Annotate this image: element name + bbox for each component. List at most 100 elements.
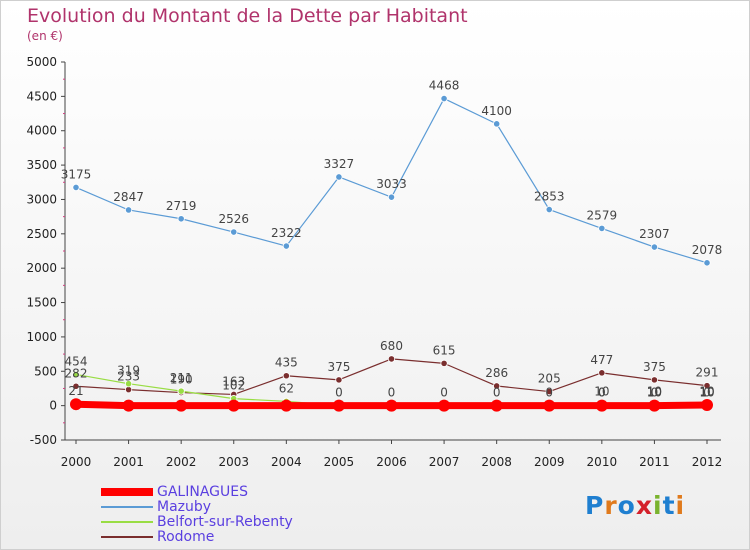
x-tick-label: 2007 <box>429 455 460 469</box>
data-label: 4100 <box>481 104 512 118</box>
data-label: 0 <box>545 386 553 400</box>
data-point <box>598 224 606 232</box>
data-point <box>545 205 553 214</box>
logo-letter: x <box>635 491 653 520</box>
logo-letter: i <box>675 491 686 520</box>
logo-letter: P <box>585 491 605 520</box>
logo-letter: r <box>604 491 618 520</box>
data-label: 375 <box>643 360 666 374</box>
data-label: 233 <box>117 370 140 384</box>
x-tick-label: 2003 <box>218 455 249 469</box>
logo-letter: t <box>662 491 676 520</box>
data-label: 10 <box>647 386 662 400</box>
data-point <box>440 359 448 367</box>
y-tick-label: 4500 <box>26 89 57 103</box>
data-label: 0 <box>440 386 448 400</box>
data-point <box>177 387 185 395</box>
legend-item: GALINAGUES <box>101 483 293 500</box>
data-point <box>124 206 133 214</box>
legend-swatch <box>101 487 153 496</box>
y-tick-label: -500 <box>30 433 57 447</box>
data-point <box>332 399 345 412</box>
logo-letter: i <box>653 491 663 520</box>
data-label: 205 <box>538 372 561 386</box>
data-label: 2078 <box>692 243 723 257</box>
data-label: 680 <box>380 339 403 353</box>
data-label: 2322 <box>271 226 302 240</box>
data-point <box>282 242 290 250</box>
legend-item: Mazuby <box>101 498 293 515</box>
data-label: 435 <box>275 356 298 370</box>
data-label: 0 <box>703 386 711 400</box>
data-label: 3033 <box>376 177 407 191</box>
y-tick-label: 0 <box>49 399 57 413</box>
data-point <box>387 355 396 363</box>
data-label: 477 <box>590 353 613 367</box>
data-label: 211 <box>170 371 193 385</box>
data-point <box>598 369 606 377</box>
data-point <box>490 399 503 412</box>
logo-letter: o <box>617 491 636 520</box>
legend-item: Belfort-sur-Rebenty <box>101 513 293 530</box>
data-label: 454 <box>65 354 88 368</box>
data-label: 2847 <box>113 190 144 204</box>
x-tick-label: 2005 <box>324 455 355 469</box>
data-label: 163 <box>222 374 245 388</box>
x-tick-label: 2009 <box>534 455 565 469</box>
data-label: 0 <box>598 386 606 400</box>
data-label: 0 <box>651 386 659 400</box>
data-point <box>282 372 290 380</box>
data-label: 4468 <box>429 79 460 93</box>
data-label: 2307 <box>639 227 670 241</box>
data-point <box>122 399 135 412</box>
y-tick-label: 1000 <box>26 330 57 344</box>
data-point <box>650 376 659 384</box>
data-point <box>72 183 80 192</box>
data-point <box>70 398 82 411</box>
data-label: 10 <box>647 385 662 399</box>
y-tick-label: 2000 <box>26 261 57 275</box>
data-label: 2579 <box>587 208 618 222</box>
data-point <box>703 259 711 267</box>
proxiti-logo: Proxiti <box>585 491 685 520</box>
data-point <box>438 399 451 412</box>
chart-title: Evolution du Montant de la Dette par Hab… <box>27 5 468 27</box>
y-tick-label: 1500 <box>26 296 57 310</box>
data-point <box>440 94 448 103</box>
data-point <box>72 382 80 390</box>
data-label: 0 <box>388 386 396 400</box>
data-point <box>595 399 608 412</box>
legend-label: Mazuby <box>157 498 212 515</box>
data-point <box>230 228 238 236</box>
x-tick-label: 2011 <box>639 455 670 469</box>
data-label: 291 <box>696 366 719 380</box>
y-tick-label: 5000 <box>26 55 57 69</box>
data-point <box>227 399 240 412</box>
data-point <box>543 399 556 412</box>
data-label: 62 <box>279 381 294 395</box>
data-label: 615 <box>433 343 456 357</box>
data-point <box>493 120 501 128</box>
data-label: 2719 <box>166 199 197 213</box>
x-tick-label: 2008 <box>481 455 512 469</box>
data-point <box>175 399 188 412</box>
data-label: 3327 <box>324 157 355 171</box>
data-label: 2853 <box>534 190 565 204</box>
data-point <box>650 243 659 251</box>
x-tick-label: 2010 <box>587 455 618 469</box>
legend-label: Belfort-sur-Rebenty <box>157 513 293 530</box>
data-label: 102 <box>222 379 245 393</box>
data-point <box>493 382 501 390</box>
y-tick-label: 3000 <box>26 192 57 206</box>
data-point <box>335 376 343 384</box>
chart-legend: GALINAGUES Mazuby Belfort-sur-Rebenty Rodom… <box>101 483 293 545</box>
x-tick-label: 2006 <box>376 455 407 469</box>
data-label: 10 <box>594 385 609 399</box>
data-point <box>280 399 293 412</box>
data-point <box>701 398 713 411</box>
data-label: 0 <box>598 386 606 400</box>
data-label: 10 <box>699 386 714 400</box>
data-label: 2526 <box>218 212 249 226</box>
legend-label: GALINAGUES <box>157 483 248 500</box>
legend-label: Rodome <box>157 528 215 545</box>
